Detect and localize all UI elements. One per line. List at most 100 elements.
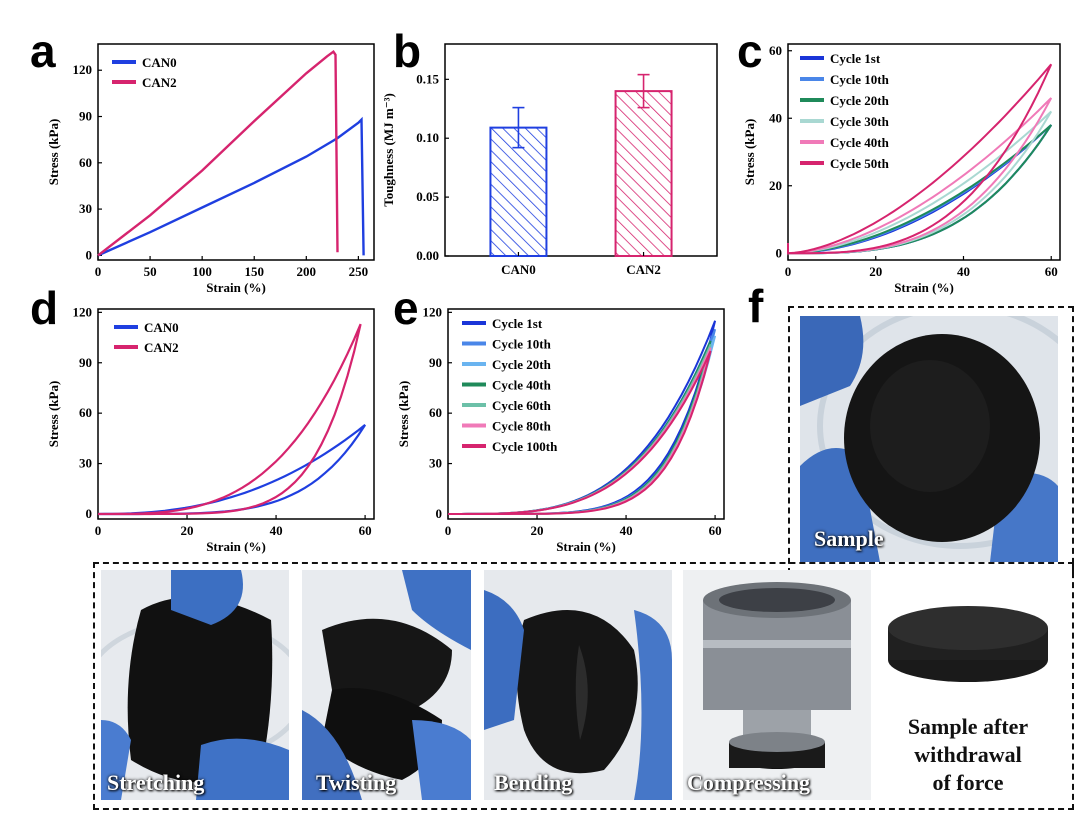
legend-label-3: Cycle 30th	[830, 114, 890, 129]
dashed-frame-f	[788, 306, 1074, 574]
label-twisting: Twisting	[316, 770, 397, 795]
series-line-can0	[97, 116, 365, 257]
series-loop-can2	[98, 323, 362, 516]
photo-compressing: Compressing	[683, 570, 871, 800]
legend-label-0: Cycle 1st	[830, 51, 881, 66]
label-sample: Sample	[814, 526, 884, 551]
legend-label-1: Cycle 10th	[830, 72, 890, 87]
photo-after-withdrawal	[878, 582, 1058, 692]
sample-illustration	[800, 316, 1058, 562]
series-loop-1	[787, 124, 1053, 255]
y-tick-label-0: 0.00	[416, 248, 439, 263]
legend-label-1: CAN2	[144, 340, 179, 355]
dashed-frame-photos	[93, 562, 1074, 810]
x-category-label-0: CAN0	[501, 262, 536, 277]
y-tick-label-1: 30	[79, 201, 92, 216]
x-tick-label-5: 250	[349, 264, 369, 279]
series-loop-5	[448, 347, 712, 515]
label-bending: Bending	[494, 770, 573, 795]
panel-letter-c: c	[737, 25, 763, 77]
legend-label-0: Cycle 1st	[492, 316, 543, 331]
series-loop-2	[787, 124, 1053, 255]
y-tick-label-0: 0	[436, 506, 443, 521]
y-tick-label-1: 30	[429, 456, 442, 471]
legend-label-5: Cycle 50th	[830, 156, 890, 171]
legend-label-0: CAN0	[142, 55, 177, 70]
series-loop-0	[787, 124, 1053, 255]
y-axis-label: Stress (kPa)	[742, 119, 757, 186]
y-tick-label-1: 0.05	[416, 189, 439, 204]
photo-twisting: Twisting	[302, 570, 471, 800]
y-axis-label: Toughness (MJ m⁻³)	[381, 93, 396, 207]
legend-label-5: Cycle 80th	[492, 419, 552, 434]
x-tick-label-0: 0	[445, 523, 452, 538]
x-axis-label: Strain (%)	[556, 539, 616, 554]
x-axis-label: Strain (%)	[206, 280, 266, 295]
after-withdrawal-illustration	[888, 606, 1048, 682]
legend-label-0: CAN0	[144, 320, 179, 335]
x-tick-label-3: 60	[1045, 264, 1058, 279]
y-tick-label-1: 20	[769, 178, 782, 193]
chart-a-stress-strain: 0 50 100 150 200 250 0 30 60 90 120 Strain (%) Stres…	[46, 43, 375, 295]
bar-can2	[614, 90, 673, 257]
label-after-line-2: withdrawal	[914, 742, 1022, 767]
series-loop-4	[448, 343, 712, 515]
y-tick-label-0: 0	[776, 245, 783, 260]
chart-d-compression: 0 20 40 60 0 30 60 90 120 Strain (%) Stress (kPa) C…	[46, 304, 375, 554]
x-tick-label-2: 40	[620, 523, 633, 538]
x-tick-label-0: 0	[95, 264, 102, 279]
photo-sample: Sample	[800, 316, 1058, 562]
y-tick-label-3: 0.15	[416, 71, 439, 86]
y-axis-label: Stress (kPa)	[46, 381, 61, 448]
x-axis-label: Strain (%)	[894, 280, 954, 295]
series-loop-4	[787, 97, 1053, 255]
chart-e-compression-cycles: 0 20 40 60 0 30 60 90 120 Strain (%) Stress (kPa) C…	[396, 304, 725, 554]
legend-label-6: Cycle 100th	[492, 439, 558, 454]
label-after-withdrawal: Sample after withdrawal of force	[878, 713, 1058, 797]
y-tick-label-3: 60	[769, 43, 782, 58]
legend-label-1: CAN2	[142, 75, 177, 90]
x-tick-label-2: 100	[192, 264, 212, 279]
twisting-illustration	[302, 570, 471, 800]
y-axis-label: Stress (kPa)	[396, 381, 411, 448]
photo-stretching: Stretching	[101, 570, 289, 800]
x-tick-label-0: 0	[785, 264, 792, 279]
y-tick-label-2: 60	[429, 405, 442, 420]
y-tick-label-2: 0.10	[416, 130, 439, 145]
legend-label-4: Cycle 40th	[830, 135, 890, 150]
x-tick-label-3: 150	[244, 264, 264, 279]
bending-illustration	[484, 590, 672, 800]
y-tick-label-4: 120	[73, 304, 93, 319]
y-tick-label-2: 40	[769, 110, 782, 125]
y-tick-label-3: 90	[79, 355, 92, 370]
x-tick-label-1: 20	[869, 264, 882, 279]
label-compressing: Compressing	[687, 770, 811, 795]
legend-label-4: Cycle 60th	[492, 398, 552, 413]
photo-bending: Bending	[484, 570, 672, 800]
x-tick-label-1: 20	[181, 523, 194, 538]
panel-letter-e: e	[393, 282, 419, 334]
x-tick-label-0: 0	[95, 523, 102, 538]
y-tick-label-4: 120	[423, 304, 443, 319]
x-tick-label-4: 200	[297, 264, 317, 279]
plot-frame	[787, 43, 1061, 261]
series-loop-2	[448, 335, 717, 515]
x-tick-label-1: 20	[531, 523, 544, 538]
stretching-illustration	[101, 570, 289, 800]
y-axis-label: Stress (kPa)	[46, 119, 61, 186]
plot-frame	[97, 308, 375, 520]
x-tick-label-3: 60	[359, 523, 372, 538]
legend-label-2: Cycle 20th	[492, 357, 552, 372]
label-after-line-3: of force	[932, 770, 1004, 795]
x-tick-label-2: 40	[957, 264, 970, 279]
y-tick-label-2: 60	[79, 155, 92, 170]
panel-letter-f: f	[748, 280, 764, 332]
series-loop-5	[787, 63, 1053, 255]
series-line-can2	[97, 49, 339, 257]
x-tick-label-3: 60	[709, 523, 722, 538]
x-tick-label-2: 40	[270, 523, 283, 538]
legend-label-3: Cycle 40th	[492, 378, 552, 393]
plot-frame	[444, 43, 718, 257]
label-stretching: Stretching	[107, 770, 205, 795]
